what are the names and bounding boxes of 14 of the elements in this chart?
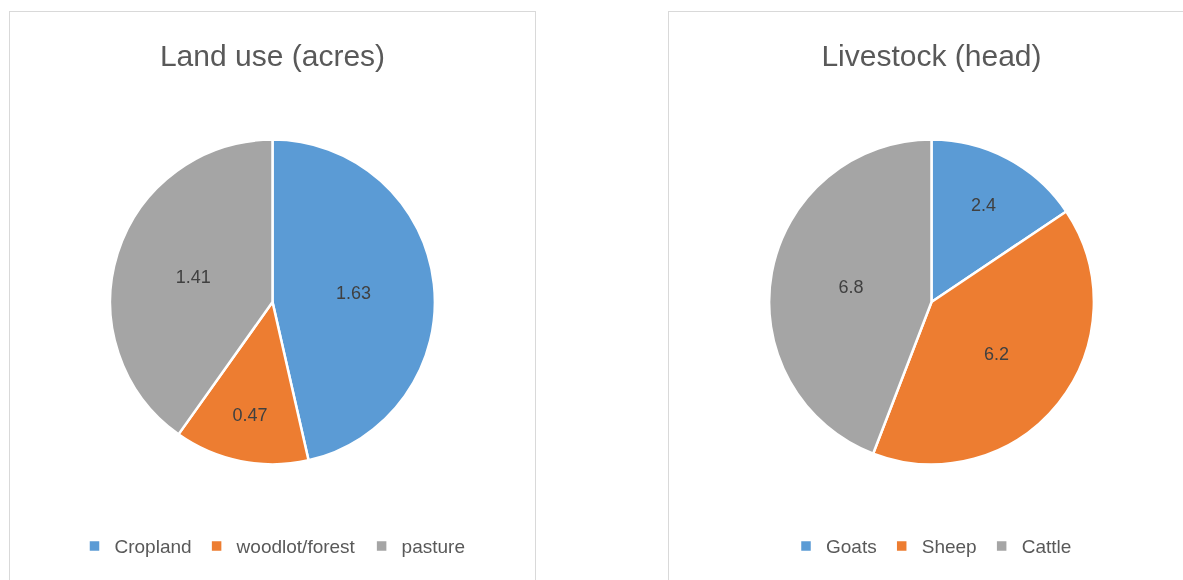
data-label: 2.4 <box>970 194 996 215</box>
data-label: 6.8 <box>838 277 864 298</box>
legend-label: Goats <box>826 536 877 558</box>
legend-label: Cattle <box>1021 536 1072 558</box>
legend-label: pasture <box>401 536 465 558</box>
data-label: 6.2 <box>983 343 1009 364</box>
data-label: 1.41 <box>175 266 211 287</box>
chart-title: Land use (acres) <box>159 39 386 73</box>
data-label: 1.63 <box>335 282 371 303</box>
legend-label: Cropland <box>114 536 192 558</box>
chart-title: Livestock (head) <box>821 39 1042 73</box>
data-label: 0.47 <box>232 405 268 426</box>
legend-label: Sheep <box>921 536 977 558</box>
legend-label: woodlot/forest <box>235 536 356 558</box>
